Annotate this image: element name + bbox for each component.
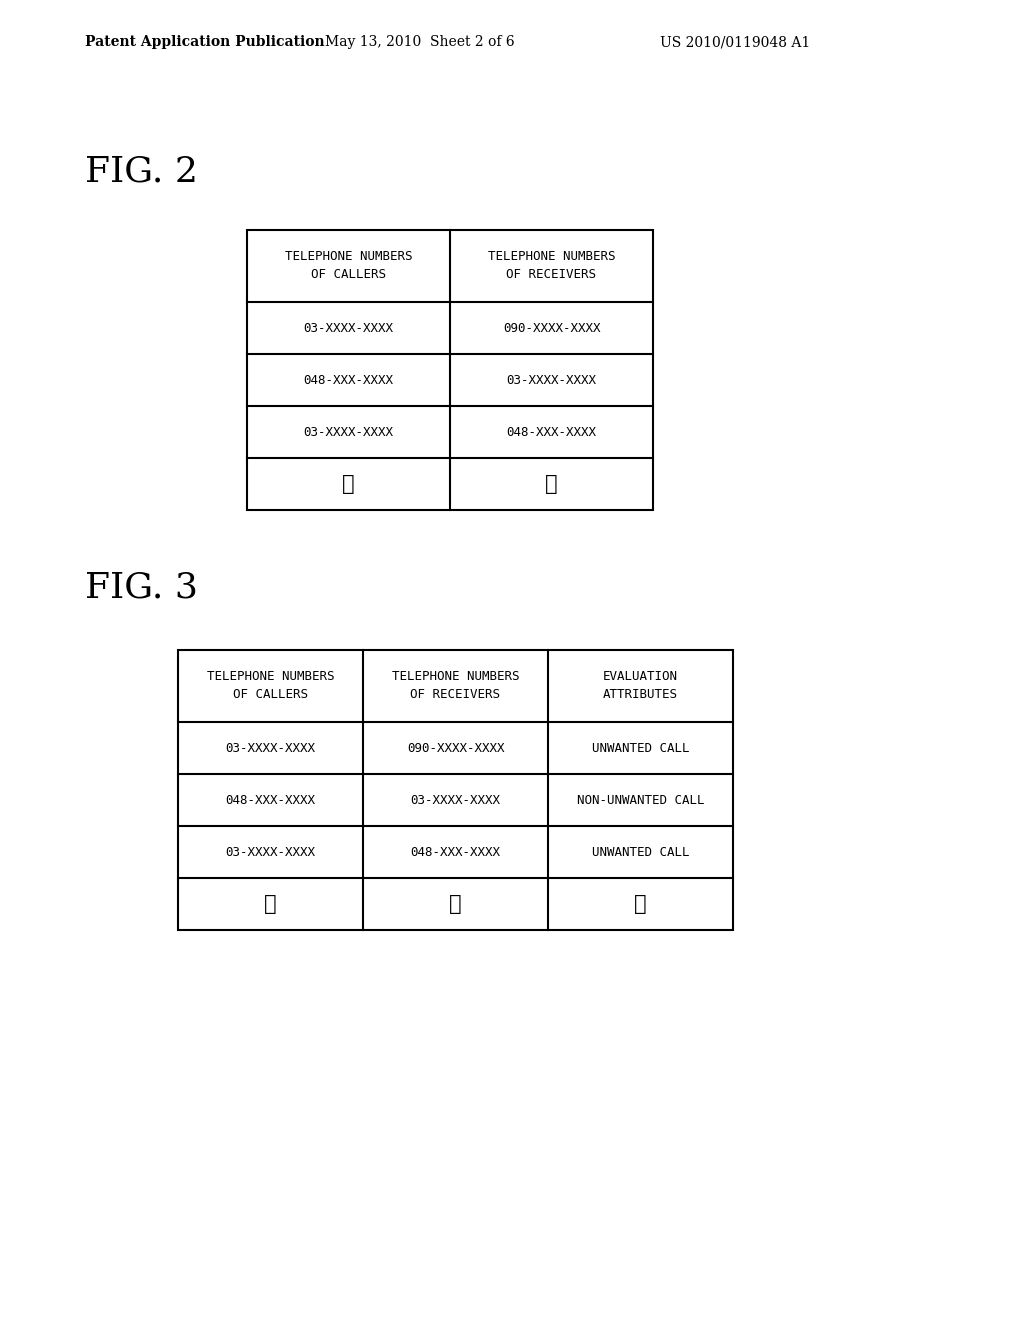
- Text: UNWANTED CALL: UNWANTED CALL: [592, 742, 689, 755]
- Text: TELEPHONE NUMBERS
OF RECEIVERS: TELEPHONE NUMBERS OF RECEIVERS: [392, 671, 519, 701]
- Text: TELEPHONE NUMBERS
OF CALLERS: TELEPHONE NUMBERS OF CALLERS: [207, 671, 334, 701]
- Text: 048-XXX-XXXX: 048-XXX-XXXX: [411, 846, 501, 858]
- Text: ⋮: ⋮: [634, 894, 647, 913]
- Text: 03-XXXX-XXXX: 03-XXXX-XXXX: [225, 846, 315, 858]
- Text: 03-XXXX-XXXX: 03-XXXX-XXXX: [225, 742, 315, 755]
- Text: 090-XXXX-XXXX: 090-XXXX-XXXX: [503, 322, 600, 334]
- Text: 03-XXXX-XXXX: 03-XXXX-XXXX: [507, 374, 597, 387]
- Text: 048-XXX-XXXX: 048-XXX-XXXX: [225, 793, 315, 807]
- Bar: [178, 649, 733, 931]
- Text: 03-XXXX-XXXX: 03-XXXX-XXXX: [411, 793, 501, 807]
- Text: 090-XXXX-XXXX: 090-XXXX-XXXX: [407, 742, 504, 755]
- Bar: [247, 230, 653, 510]
- Text: Patent Application Publication: Patent Application Publication: [85, 36, 325, 49]
- Text: TELEPHONE NUMBERS
OF CALLERS: TELEPHONE NUMBERS OF CALLERS: [285, 251, 413, 281]
- Text: UNWANTED CALL: UNWANTED CALL: [592, 846, 689, 858]
- Text: May 13, 2010  Sheet 2 of 6: May 13, 2010 Sheet 2 of 6: [326, 36, 515, 49]
- Text: 03-XXXX-XXXX: 03-XXXX-XXXX: [303, 425, 393, 438]
- Text: NON-UNWANTED CALL: NON-UNWANTED CALL: [577, 793, 705, 807]
- Text: ⋮: ⋮: [264, 894, 276, 913]
- Text: ⋮: ⋮: [342, 474, 354, 494]
- Text: 03-XXXX-XXXX: 03-XXXX-XXXX: [303, 322, 393, 334]
- Text: FIG. 3: FIG. 3: [85, 570, 198, 605]
- Text: 048-XXX-XXXX: 048-XXX-XXXX: [507, 425, 597, 438]
- Text: US 2010/0119048 A1: US 2010/0119048 A1: [660, 36, 810, 49]
- Text: ⋮: ⋮: [450, 894, 462, 913]
- Text: EVALUATION
ATTRIBUTES: EVALUATION ATTRIBUTES: [603, 671, 678, 701]
- Text: 048-XXX-XXXX: 048-XXX-XXXX: [303, 374, 393, 387]
- Text: TELEPHONE NUMBERS
OF RECEIVERS: TELEPHONE NUMBERS OF RECEIVERS: [487, 251, 615, 281]
- Text: FIG. 2: FIG. 2: [85, 154, 198, 189]
- Text: ⋮: ⋮: [545, 474, 558, 494]
